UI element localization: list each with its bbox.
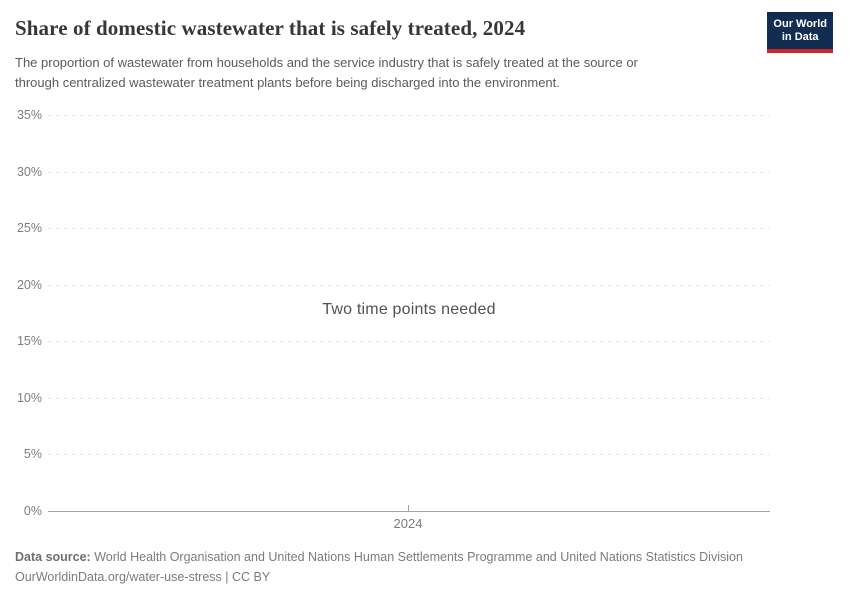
y-tick-label: 0% [23,504,42,518]
y-tick-label: 10% [16,390,42,405]
y-tick-label: 25% [16,221,42,236]
page-title: Share of domestic wastewater that is saf… [15,16,526,40]
data-source-text: World Health Organisation and United Nat… [94,550,743,564]
y-gridline [48,284,770,286]
citation-line: OurWorldinData.org/water-use-stress | CC… [15,570,271,584]
owid-logo-line1: Our World [773,18,827,30]
y-tick-label: 35% [16,108,42,122]
x-tick-mark [408,505,409,511]
empty-state-message: Two time points needed [322,301,496,318]
y-gridline [48,454,770,456]
chart-subtitle: The proportion of wastewater from househ… [15,53,638,93]
owid-logo-line2: in Data [781,31,819,43]
y-tick-label: 20% [16,277,42,292]
y-gridline [48,171,770,173]
subtitle-line: The proportion of wastewater from househ… [15,55,638,70]
y-gridline [48,115,770,116]
subtitle-line: through centralized wastewater treatment… [15,75,560,90]
x-axis-line [48,511,770,512]
y-gridline [48,341,770,343]
y-gridline [48,228,770,230]
y-tick-label: 5% [23,447,42,462]
y-tick-label: 30% [16,164,42,179]
y-gridline [48,397,770,399]
x-tick-label: 2024 [393,516,423,531]
chart-footer: Data source: World Health Organisation a… [15,547,835,587]
owid-logo: Our World in Data [767,12,833,53]
data-source-label: Data source: [15,550,91,564]
y-tick-label: 15% [16,334,42,349]
